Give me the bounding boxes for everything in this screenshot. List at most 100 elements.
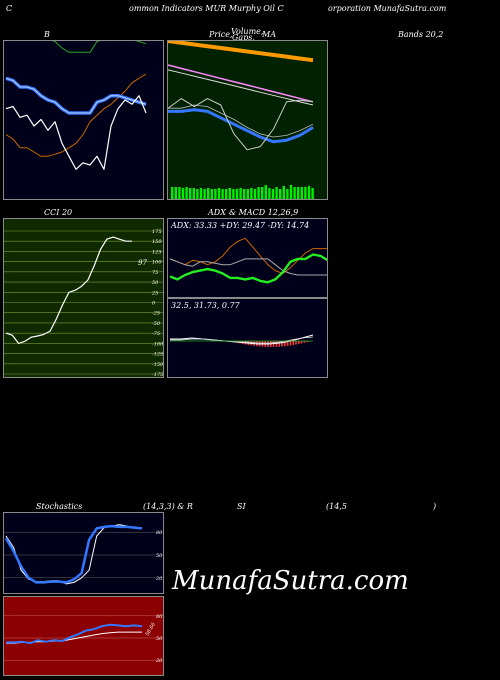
- volume-bar: [203, 189, 206, 199]
- volume-bar: [261, 187, 264, 199]
- volume-bar: [307, 186, 311, 199]
- bollinger-lower-band: [5, 73, 147, 157]
- volume-bar: [178, 187, 181, 199]
- macd-histogram-bar: [281, 341, 283, 347]
- watermark: MunafaSutra.com: [172, 566, 409, 596]
- volume-bar: [253, 189, 257, 199]
- volume-bar: [174, 187, 177, 199]
- cci-line: [5, 236, 132, 345]
- volume-bar: [257, 187, 260, 199]
- price-chart: [168, 41, 314, 199]
- rsi-panel: 80 50 20 58.66: [3, 596, 164, 676]
- macd-chart: [170, 334, 314, 347]
- cci-tick-label: -125: [152, 352, 163, 358]
- macd-histogram-bar: [303, 341, 306, 343]
- cci-title: CCI 20: [44, 208, 73, 217]
- volume-bar: [210, 189, 213, 199]
- header-right: orporation MunafaSutra.com: [328, 4, 447, 13]
- cci-tick-label: -25: [152, 311, 160, 317]
- volume-bar: [214, 189, 217, 199]
- volume-bar: [268, 188, 271, 199]
- rsi-tick-label: 50: [156, 636, 163, 642]
- volume-bar: [246, 189, 249, 199]
- macd-panel: 32.5, 31.73, 0.77: [167, 298, 328, 378]
- volume-bar: [185, 187, 188, 199]
- volume-bar: [289, 185, 293, 199]
- header-middle: ommon Indicators MUR Murphy Oil C: [129, 4, 284, 13]
- volume-bar: [264, 185, 267, 199]
- price-ma-200: [168, 41, 314, 63]
- price-title-price: Price,: [209, 30, 233, 39]
- macd-title: & MACD 12,26,9: [229, 208, 299, 217]
- volume-bar: [297, 187, 300, 199]
- volume-bar: [282, 186, 285, 199]
- cci-tick-label: 125: [152, 249, 162, 255]
- volume-bar: [181, 188, 185, 199]
- macd-histogram-bar: [286, 341, 289, 346]
- macd-histogram-bar: [292, 341, 294, 346]
- volume-bar: [199, 188, 203, 199]
- volume-bar: [239, 188, 242, 199]
- stoch-tick-label: 80: [156, 530, 163, 536]
- cci-tick-label: 150: [152, 239, 162, 245]
- price-close-line: [168, 98, 314, 151]
- rsi-tick-label: 80: [156, 614, 163, 620]
- macd-histogram-bar: [284, 341, 286, 347]
- volume-bar: [293, 187, 296, 199]
- volume-bar: [304, 187, 307, 199]
- price-title-volume: Volume,: [231, 27, 264, 36]
- rsi-params: (14,5: [326, 502, 347, 511]
- bollinger-middle-band: [5, 76, 147, 115]
- volume-bar: [311, 188, 314, 199]
- volume-bar: [228, 188, 231, 199]
- cci-tick-label: 50: [152, 280, 159, 286]
- volume-bar: [286, 189, 289, 199]
- rsi-last-value: 58.66: [145, 621, 158, 637]
- volume-bar: [189, 188, 192, 199]
- adx-chart: [169, 237, 327, 284]
- volume-bar: [171, 187, 174, 199]
- macd-histogram-bar: [300, 341, 303, 344]
- rsi-line: [6, 623, 143, 645]
- stoch-tick-label: 20: [155, 576, 163, 582]
- cci-tick-label: 75: [152, 270, 158, 276]
- cci-tick-label: 25: [151, 290, 158, 296]
- adx-values: ADX: 33.33 +DY: 29.47 -DY: 14.74: [171, 221, 310, 230]
- price-ma-100: [168, 64, 314, 103]
- bollinger-panel: [3, 40, 164, 200]
- volume-bar: [250, 188, 253, 199]
- price-title-ma: MA: [262, 30, 276, 39]
- volume-bar: [196, 189, 199, 199]
- cci-chart: 175 150 125 100 75 50 25 0 -25 -50 -75 -100 -125 -150…: [4, 229, 164, 377]
- macd-histogram-bar: [289, 341, 292, 346]
- macd-histogram-bar: [295, 341, 297, 345]
- volume-bar: [275, 187, 278, 199]
- price-title-gaps: Gaps,: [232, 33, 255, 42]
- header-left: C: [6, 4, 13, 13]
- adx-line: [169, 237, 327, 274]
- cci-panel: 175 150 125 100 75 50 25 0 -25 -50 -75 -100 -125 -150…: [3, 218, 164, 378]
- volume-bar: [243, 189, 246, 199]
- stochastics-panel: 80 50 20: [3, 512, 164, 594]
- cci-tick-label: 0: [152, 301, 156, 307]
- volume-bar: [271, 189, 275, 199]
- stoch-d-line: [4, 524, 143, 584]
- stochastics-chart: 80 50 20: [4, 524, 163, 585]
- volume-bar: [225, 189, 228, 199]
- adx-title: ADX: [208, 208, 226, 217]
- stoch-tick-label: 50: [156, 553, 163, 559]
- stoch-k-line: [5, 524, 143, 585]
- cci-tick-label: -150: [152, 362, 164, 368]
- macd-values: 32.5, 31.73, 0.77: [171, 301, 240, 310]
- volume-bar: [235, 189, 239, 199]
- price-ma-20: [168, 108, 314, 144]
- rsi-chart: 80 50 20 58.66: [4, 614, 163, 664]
- price-ma-50: [168, 69, 314, 106]
- bollinger-price-line: [5, 95, 147, 170]
- minus-di-line: [169, 258, 327, 276]
- cci-tick-label: 175: [152, 229, 162, 235]
- bollinger-upper-band: [51, 41, 147, 53]
- macd-signal-line: [170, 336, 314, 344]
- plus-di-line: [169, 253, 327, 284]
- volume-bar: [300, 187, 303, 199]
